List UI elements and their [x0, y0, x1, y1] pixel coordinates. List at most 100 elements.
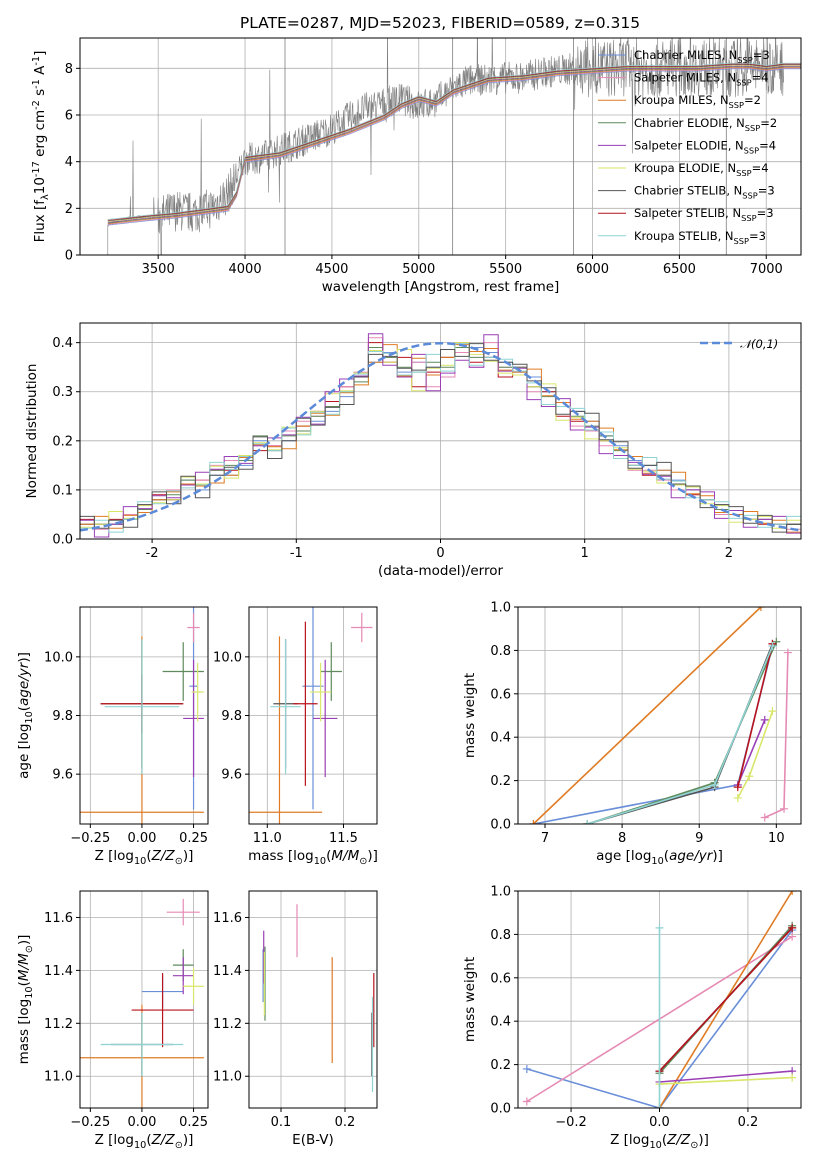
mass-vs-metallicity-panel: −0.25 0.00 0.25 11.0 11.2 11.4 11.6 Z [log10​(Z…	[16, 890, 209, 1151]
x-tick-label: 0	[436, 546, 444, 561]
mass-weight-line	[737, 719, 766, 786]
y-tick-label: 0.8	[490, 644, 511, 659]
legend-label: Kroupa MILES, NSSP​=2	[634, 93, 761, 110]
mass-weight-line	[532, 607, 762, 824]
y-tick-label: 1.0	[490, 885, 511, 900]
legend-label: Kroupa ELODIE, NSSP​=4	[634, 161, 769, 178]
x-tick-label: 10	[768, 831, 785, 846]
residual-histogram-panel: -2 -1 0 1 2 0.0 0.1 0.2 0.3 0.4 (data-model)/error…	[24, 322, 802, 579]
x-tick-label: 6000	[576, 262, 609, 277]
x-axis-label: Z [log10​(Z/Z⊙​)]	[95, 1132, 194, 1151]
mass-weight-marker	[710, 780, 719, 789]
y-tick-label: 0.0	[490, 818, 511, 833]
y-tick-label: 0.6	[490, 687, 511, 702]
mass-weight-marker	[788, 923, 797, 932]
legend-label: Salpeter ELODIE, NSSP​=4	[634, 138, 776, 155]
legend-label: Chabrier ELODIE, NSSP​=2	[634, 116, 777, 133]
age-vs-mass-panel: 11.0 11.5 9.6 9.8 10.0 mass [log10​(M/M⊙​)]	[213, 606, 378, 867]
spectrum-panel: 3500 4000 4500 5000 5500 6000 6500 7000 0 2 4 6 8 wav…	[31, 37, 802, 295]
y-axis-label: mass [log10​(M/M⊙​)]	[16, 935, 35, 1065]
mass-weight-marker	[733, 783, 742, 792]
model-spectrum-line	[107, 68, 801, 226]
y-tick-label: 1.0	[490, 601, 511, 616]
x-axis-label: (data-model)/error	[378, 563, 504, 579]
y-tick-label: 0.6	[490, 971, 511, 986]
x-axis-label: age [log10​(age/yr)]	[596, 848, 723, 867]
x-tick-label: 0.2	[738, 1115, 759, 1130]
mass-weight-marker	[655, 923, 664, 932]
y-tick-label: 0.4	[52, 336, 73, 351]
x-tick-label: 1	[581, 546, 589, 561]
model-spectrum-line	[107, 67, 801, 225]
mass-weight-line	[533, 645, 774, 824]
mass-weight-line	[737, 710, 774, 799]
histogram-step	[80, 343, 801, 533]
y-tick-label: 4	[65, 155, 73, 170]
legend-label: Chabrier STELIB, NSSP​=3	[634, 184, 775, 201]
x-tick-label: 0.00	[127, 1115, 156, 1130]
y-tick-label: 0.0	[490, 1102, 511, 1117]
axes-frame	[79, 606, 209, 825]
y-tick-label: 11.6	[44, 911, 73, 926]
mass-weight-marker	[760, 715, 769, 724]
mass-weight-marker	[768, 642, 777, 651]
y-tick-label: 10.0	[213, 650, 242, 665]
model-spectrum-line	[107, 64, 801, 223]
model-spectrum-line	[107, 62, 801, 220]
y-tick-label: 0	[65, 249, 73, 264]
axes-frame	[79, 890, 209, 1109]
y-tick-label: 6	[65, 109, 73, 124]
y-tick-label: 0.2	[52, 434, 73, 449]
x-axis-label: mass [log10​(M/M⊙​)]	[248, 848, 378, 867]
x-tick-label: −0.25	[70, 831, 110, 846]
y-tick-label: 11.4	[44, 964, 73, 979]
legend-label: Salpeter MILES, NSSP​=4	[634, 71, 769, 88]
mass-weight-marker	[772, 637, 781, 646]
mass-weight-marker	[529, 820, 538, 824]
x-tick-label: −0.25	[70, 1115, 110, 1130]
x-tick-label: 7	[541, 831, 549, 846]
mass-weight-marker	[783, 648, 792, 657]
x-tick-label: 5000	[402, 262, 435, 277]
y-tick-label: 0.2	[490, 1058, 511, 1073]
x-tick-label: -2	[146, 546, 159, 561]
y-axis-label: Normed distribution	[24, 364, 40, 499]
x-tick-label: 0.25	[179, 1115, 208, 1130]
axes-frame	[517, 606, 802, 825]
mass-weight-marker	[745, 772, 754, 781]
model-spectrum-line	[107, 64, 801, 222]
gaussian-curve	[80, 341, 801, 532]
mass-weight-line	[526, 929, 793, 1108]
figure-title: PLATE=0287, MJD=52023, FIBERID=0589, z=0…	[240, 14, 640, 32]
plot-area	[80, 898, 204, 1108]
mass-weight-marker	[788, 1073, 797, 1082]
x-tick-label: −0.2	[555, 1115, 587, 1130]
x-tick-label: -1	[290, 546, 303, 561]
y-tick-label: 0.4	[490, 1015, 511, 1030]
x-tick-label: 0.25	[179, 831, 208, 846]
legend-label: Kroupa STELIB, NSSP​=3	[634, 229, 766, 246]
x-tick-label: 0.2	[335, 1115, 356, 1130]
plot-area	[262, 904, 375, 1093]
y-axis-label: mass weight	[462, 673, 478, 758]
axes-frame	[248, 606, 378, 825]
x-tick-label: 5500	[489, 262, 522, 277]
mass-weight-line	[659, 1070, 793, 1083]
x-tick-label: 6500	[663, 262, 696, 277]
x-tick-label: 2	[725, 546, 733, 561]
x-tick-label: 4000	[229, 262, 262, 277]
histogram-step	[80, 333, 801, 538]
mass-weight-marker	[768, 707, 777, 716]
legend-label: Chabrier MILES, NSSP​=3	[634, 48, 770, 65]
y-tick-label: 0.3	[52, 385, 73, 400]
model-spectrum-line	[107, 66, 801, 225]
plot-area	[80, 607, 204, 824]
y-tick-label: 9.8	[221, 709, 242, 724]
y-tick-label: 0.8	[490, 928, 511, 943]
mass-weight-marker	[583, 820, 592, 824]
x-tick-label: 9	[695, 831, 703, 846]
mass-weight-line	[658, 927, 793, 1072]
mass-weight-vs-age-panel: 7 8 9 10 0.0 0.2 0.4 0.6 0.8 1.0 age [log10​(age/y…	[462, 601, 802, 867]
mass-weight-vs-metallicity-panel: −0.2 0.0 0.2 0.0 0.2 0.4 0.6 0.8 1.0 Z [log10​(Z/…	[462, 885, 802, 1151]
